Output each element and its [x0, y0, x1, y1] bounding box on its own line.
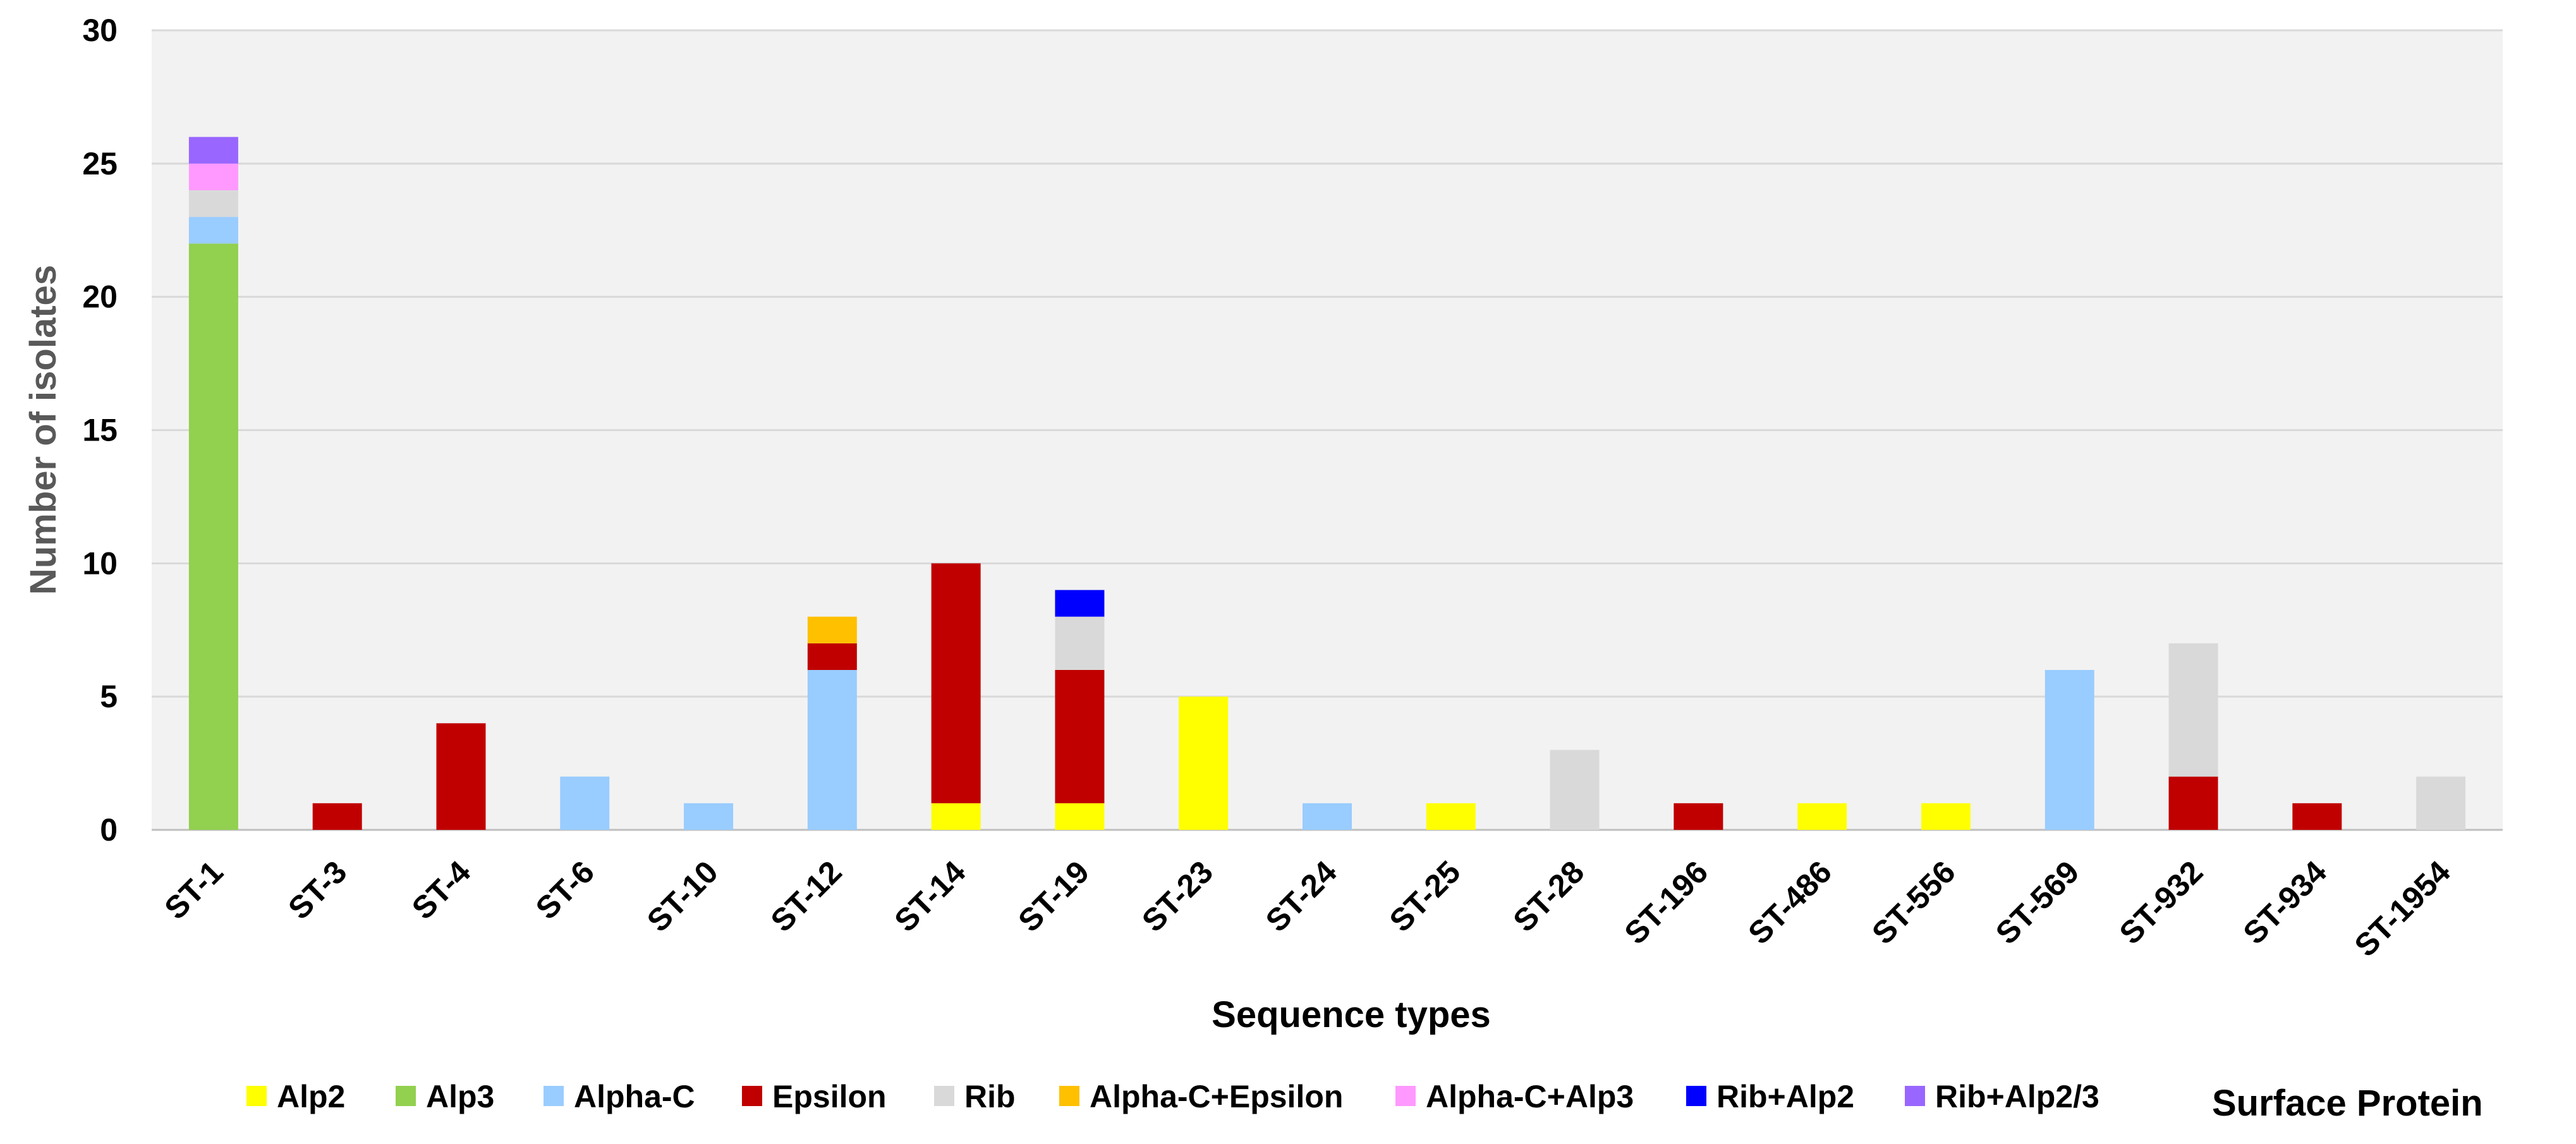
y-tick-label: 15	[82, 413, 118, 448]
bar-st-3-epsilon	[312, 803, 362, 830]
bar-st-10-alpha-c	[684, 803, 734, 830]
x-tick-label: ST-25	[1383, 854, 1467, 939]
legend-swatch	[1686, 1086, 1706, 1106]
bar-st-23-alp2	[1179, 697, 1229, 830]
bar-st-556-alp2	[1921, 803, 1971, 830]
bar-st-19-epsilon	[1055, 670, 1105, 803]
bar-st-12-epsilon	[807, 643, 857, 670]
bar-st-12-alpha-c-epsilon	[807, 616, 857, 643]
bar-st-19-rib	[1055, 616, 1105, 670]
legend-title: Surface Protein	[2212, 1083, 2483, 1124]
bar-st-12-alpha-c	[807, 670, 857, 830]
x-tick-label: ST-24	[1259, 854, 1344, 939]
bar-st-569-alpha-c	[2044, 670, 2094, 830]
legend-label: Alp3	[426, 1079, 494, 1114]
x-tick-label: ST-23	[1135, 854, 1220, 939]
x-axis-ticks: ST-1 ST-3 ST-4 ST-6 ST-10 ST-12 ST-14 ST-19 ST-2…	[157, 854, 2457, 963]
legend-label: Rib	[964, 1079, 1016, 1114]
legend-swatch	[742, 1086, 762, 1106]
legend-label: Epsilon	[772, 1079, 887, 1114]
bar-st-1-alpha-c	[188, 217, 238, 244]
x-tick-label: ST-556	[1865, 854, 1962, 951]
bar-st-28-rib	[1550, 750, 1600, 830]
legend-label: Alp2	[277, 1079, 345, 1114]
legend-label: Alpha-C+Alp3	[1426, 1079, 1634, 1114]
bar-st-486-alp2	[1797, 803, 1847, 830]
bar-st-24-alpha-c	[1303, 803, 1352, 830]
bar-st-196-epsilon	[1674, 803, 1723, 830]
y-tick-label: 0	[100, 812, 118, 848]
x-axis-title: Sequence types	[1212, 994, 1491, 1035]
bar-st-14-epsilon	[931, 563, 981, 803]
legend-swatch	[396, 1086, 416, 1106]
bar-st-1954-rib	[2416, 776, 2466, 830]
legend: Alp2 Alp3 Alpha-C Epsilon Rib Alpha-C+Epsilon…	[246, 1079, 2099, 1114]
gridlines	[152, 29, 2503, 831]
bar-st-932-rib	[2168, 643, 2218, 777]
bar-st-25-alp2	[1426, 803, 1476, 830]
bars	[188, 137, 2466, 830]
legend-swatch	[544, 1086, 564, 1106]
bar-st-14-alp2	[931, 803, 981, 830]
y-axis-title: Number of isolates	[23, 265, 64, 595]
bar-st-19-rib-alp2	[1055, 590, 1105, 617]
legend-label: Alpha-C	[574, 1079, 695, 1114]
x-tick-label: ST-932	[2113, 854, 2210, 951]
legend-label: Rib+Alp2	[1716, 1079, 1854, 1114]
x-tick-label: ST-1954	[2348, 854, 2457, 963]
x-tick-label: ST-1	[157, 854, 229, 926]
y-tick-label: 30	[82, 13, 118, 48]
x-tick-label: ST-12	[764, 854, 849, 939]
x-tick-label: ST-3	[281, 854, 353, 926]
legend-swatch	[1395, 1086, 1416, 1106]
x-tick-label: ST-569	[1989, 854, 2086, 951]
bar-st-4-epsilon	[436, 723, 486, 830]
legend-swatch	[1059, 1086, 1079, 1106]
bar-st-934-epsilon	[2292, 803, 2342, 830]
legend-swatch	[246, 1086, 267, 1106]
y-tick-label: 25	[82, 146, 118, 181]
bar-st-1-alpha-c-alp3	[188, 163, 238, 190]
y-tick-label: 10	[82, 545, 118, 581]
x-tick-label: ST-19	[1011, 854, 1096, 939]
bar-st-1-rib	[188, 190, 238, 217]
x-tick-label: ST-4	[405, 854, 477, 926]
bar-st-932-epsilon	[2168, 776, 2218, 830]
legend-swatch	[934, 1086, 954, 1106]
bar-st-1-rib-alp2-3	[188, 137, 238, 164]
legend-swatch	[1905, 1086, 1925, 1106]
x-tick-label: ST-196	[1618, 854, 1715, 951]
legend-label: Rib+Alp2/3	[1935, 1079, 2099, 1114]
bar-st-1-alp3	[188, 243, 238, 830]
x-tick-label: ST-6	[529, 854, 601, 926]
x-tick-label: ST-28	[1506, 854, 1591, 939]
x-tick-label: ST-934	[2236, 854, 2333, 951]
x-tick-label: ST-10	[640, 854, 725, 939]
y-tick-label: 20	[82, 279, 118, 315]
y-tick-label: 5	[100, 679, 118, 714]
legend-label: Alpha-C+Epsilon	[1090, 1079, 1343, 1114]
y-axis-ticks: 0 5 10 15 20 25 30	[82, 13, 118, 848]
x-tick-label: ST-14	[887, 854, 972, 939]
x-tick-label: ST-486	[1741, 854, 1838, 951]
bar-st-6-alpha-c	[560, 776, 610, 830]
bar-st-19-alp2	[1055, 803, 1105, 830]
